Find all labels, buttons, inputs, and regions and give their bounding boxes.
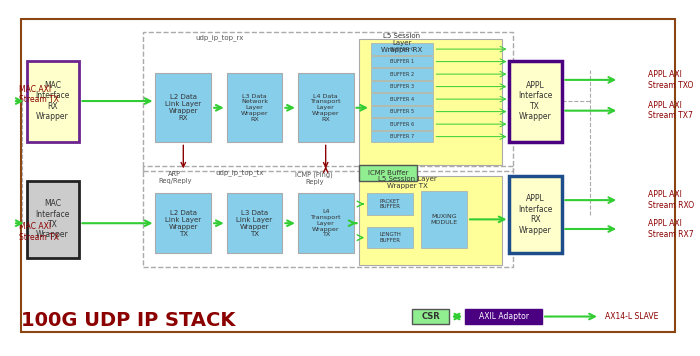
FancyBboxPatch shape bbox=[155, 73, 211, 142]
Text: PACKET
BUFFER: PACKET BUFFER bbox=[379, 199, 400, 209]
Text: L5 Session Layer
Wrapper TX: L5 Session Layer Wrapper TX bbox=[378, 176, 437, 189]
Text: L2 Data
Link Layer
Wrapper
RX: L2 Data Link Layer Wrapper RX bbox=[165, 94, 202, 121]
Text: BUFFER 5: BUFFER 5 bbox=[390, 109, 414, 114]
Text: APPL AXI
Stream TX7: APPL AXI Stream TX7 bbox=[648, 101, 693, 120]
Text: AXIL Adaptor: AXIL Adaptor bbox=[479, 312, 528, 321]
Text: BUFFER 7: BUFFER 7 bbox=[390, 134, 414, 139]
Text: BUFFER 1: BUFFER 1 bbox=[390, 59, 414, 64]
Text: BUFFER 0: BUFFER 0 bbox=[390, 47, 414, 52]
FancyBboxPatch shape bbox=[421, 190, 467, 248]
Text: APPL
Interface
TX
Wrapper: APPL Interface TX Wrapper bbox=[518, 81, 552, 121]
Text: BUFFER 6: BUFFER 6 bbox=[390, 122, 414, 127]
Text: MAC
Interface
TX
Wrapper: MAC Interface TX Wrapper bbox=[35, 199, 70, 240]
FancyBboxPatch shape bbox=[367, 227, 413, 248]
FancyBboxPatch shape bbox=[371, 43, 433, 55]
FancyBboxPatch shape bbox=[371, 106, 433, 117]
Text: L4
Transport
Layer
Wrapper
TX: L4 Transport Layer Wrapper TX bbox=[310, 209, 341, 237]
Text: CSR: CSR bbox=[421, 312, 440, 321]
Text: ICMP Buffer: ICMP Buffer bbox=[368, 170, 409, 176]
FancyBboxPatch shape bbox=[367, 193, 413, 215]
Text: L2 Data
Link Layer
Wrapper
TX: L2 Data Link Layer Wrapper TX bbox=[165, 210, 202, 237]
FancyBboxPatch shape bbox=[510, 176, 562, 253]
Text: udp_ip_top_rx: udp_ip_top_rx bbox=[196, 34, 244, 41]
FancyBboxPatch shape bbox=[371, 93, 433, 105]
FancyBboxPatch shape bbox=[359, 176, 502, 265]
FancyBboxPatch shape bbox=[27, 61, 79, 142]
Text: AX14-L SLAVE: AX14-L SLAVE bbox=[605, 312, 658, 321]
Text: APPL
Interface
RX
Wrapper: APPL Interface RX Wrapper bbox=[518, 194, 552, 235]
Text: APPL AXI
Stream RXO: APPL AXI Stream RXO bbox=[648, 190, 694, 210]
FancyBboxPatch shape bbox=[371, 56, 433, 67]
Text: ICMP (Ping)
Reply: ICMP (Ping) Reply bbox=[295, 171, 333, 185]
FancyBboxPatch shape bbox=[155, 193, 211, 253]
FancyBboxPatch shape bbox=[371, 131, 433, 142]
FancyBboxPatch shape bbox=[27, 181, 79, 258]
Text: MUXING
MODULE: MUXING MODULE bbox=[430, 214, 458, 225]
Text: L5 Session
Layer
Wrapper RX: L5 Session Layer Wrapper RX bbox=[381, 33, 422, 53]
FancyBboxPatch shape bbox=[359, 40, 502, 164]
Text: MAC
Interface
RX
Wrapper: MAC Interface RX Wrapper bbox=[35, 81, 70, 121]
Text: L3 Data
Network
Layer
Wrapper
RX: L3 Data Network Layer Wrapper RX bbox=[241, 94, 268, 122]
Text: LENGTH
BUFFER: LENGTH BUFFER bbox=[379, 232, 401, 243]
FancyBboxPatch shape bbox=[371, 81, 433, 93]
Text: BUFFER 4: BUFFER 4 bbox=[390, 96, 414, 101]
FancyBboxPatch shape bbox=[371, 68, 433, 80]
FancyBboxPatch shape bbox=[371, 118, 433, 130]
FancyBboxPatch shape bbox=[227, 73, 282, 142]
Text: L3 Data
Link Layer
Wrapper
TX: L3 Data Link Layer Wrapper TX bbox=[237, 210, 272, 237]
Text: BUFFER 3: BUFFER 3 bbox=[390, 84, 414, 89]
FancyBboxPatch shape bbox=[510, 61, 562, 142]
Text: APPL AXI
Stream TXO: APPL AXI Stream TXO bbox=[648, 70, 693, 90]
FancyBboxPatch shape bbox=[466, 309, 542, 324]
Text: APPL AXI
Stream RX7: APPL AXI Stream RX7 bbox=[648, 219, 694, 239]
FancyBboxPatch shape bbox=[298, 193, 354, 253]
Text: MAC AXI
Stream TX: MAC AXI Stream TX bbox=[19, 222, 59, 242]
Text: BUFFER 2: BUFFER 2 bbox=[390, 72, 414, 77]
Text: ARP
Req/Reply: ARP Req/Reply bbox=[158, 172, 191, 184]
FancyBboxPatch shape bbox=[359, 166, 417, 181]
Text: udp_ip_top_tx: udp_ip_top_tx bbox=[215, 169, 263, 176]
Text: L4 Data
Transport
Layer
Wrapper
RX: L4 Data Transport Layer Wrapper RX bbox=[310, 94, 341, 122]
Text: 100G UDP IP STACK: 100G UDP IP STACK bbox=[21, 311, 236, 330]
FancyBboxPatch shape bbox=[227, 193, 282, 253]
FancyBboxPatch shape bbox=[412, 309, 449, 324]
Text: MAC AXI
Stream TX: MAC AXI Stream TX bbox=[19, 85, 59, 104]
FancyBboxPatch shape bbox=[298, 73, 354, 142]
FancyBboxPatch shape bbox=[21, 19, 675, 332]
